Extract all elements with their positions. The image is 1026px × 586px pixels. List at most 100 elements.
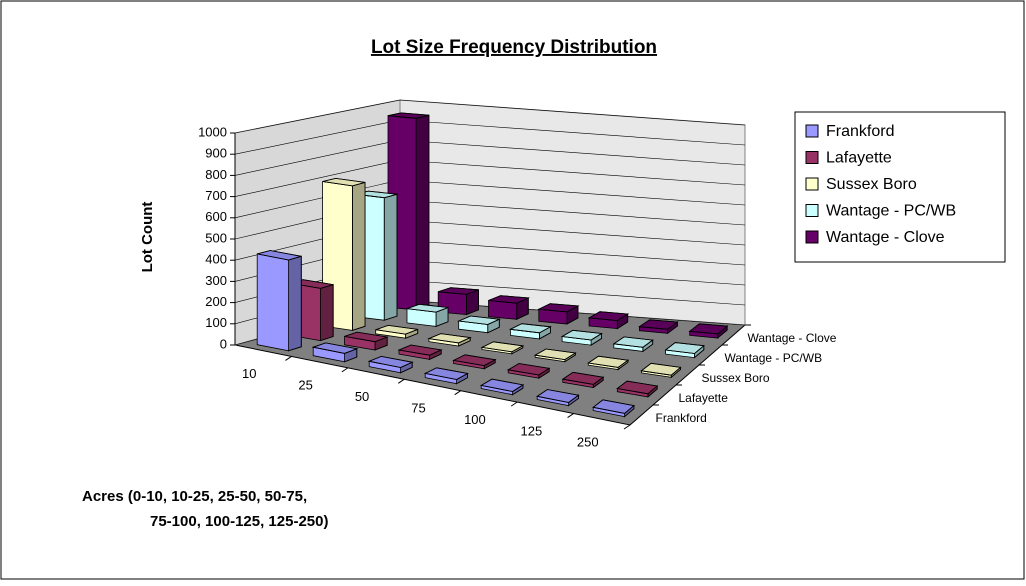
bar <box>509 323 552 340</box>
bar-side-shade <box>351 181 366 331</box>
bar <box>507 363 551 379</box>
bar-top-shade <box>534 348 577 361</box>
x-tick <box>567 413 574 418</box>
bar-top-shade <box>612 336 654 348</box>
bar <box>537 303 580 325</box>
z-tick-label: Frankford <box>656 411 707 425</box>
bar <box>452 354 497 370</box>
x-axis-label: 75-100, 100-125, 125-250) <box>150 513 328 530</box>
y-tick-label: 700 <box>205 188 227 203</box>
z-tick-label: Wantage - PC/WB <box>725 351 823 365</box>
bar <box>616 380 659 398</box>
bar-top-shade <box>375 324 418 335</box>
grid-line <box>234 99 746 134</box>
bar <box>612 336 654 353</box>
bar-top-shade <box>452 354 497 367</box>
chart-title: Lot Size Frequency Distribution <box>371 37 657 58</box>
x-tick <box>454 390 461 396</box>
y-tick-label: 0 <box>220 336 227 351</box>
legend-label: Lafayette <box>826 150 892 167</box>
bar-top-shade <box>664 342 705 354</box>
bar <box>587 311 629 330</box>
legend-label: Wantage - Clove <box>826 229 945 246</box>
bar-top-shade <box>322 177 366 187</box>
y-tick-label: 300 <box>205 273 227 288</box>
x-tick-label: 125 <box>521 423 543 438</box>
bar-top-shade <box>387 112 429 119</box>
bar-top-shade <box>397 344 443 356</box>
bar-top-shade <box>638 319 679 330</box>
x-tick <box>398 378 405 384</box>
bar <box>375 324 419 339</box>
bar <box>587 355 630 371</box>
bar-front <box>488 300 518 320</box>
bar-side-shade <box>288 255 302 352</box>
y-tick-label: 600 <box>205 209 227 224</box>
bar <box>592 399 635 418</box>
bar <box>561 371 605 389</box>
bar-top-shade <box>438 287 479 295</box>
bar-top-shade <box>257 250 302 261</box>
x-tick-label: 50 <box>355 389 369 404</box>
bar <box>406 303 449 327</box>
bar <box>534 348 577 363</box>
bar <box>488 295 530 320</box>
x-tick-label: 25 <box>298 378 312 393</box>
x-tick <box>341 367 349 373</box>
y-tick-label: 400 <box>205 252 227 267</box>
z-tick-label: Wantage - Clove <box>748 331 837 345</box>
legend-label: Sussex Boro <box>826 176 917 193</box>
bar-top-shade <box>406 303 449 313</box>
bar-top-shade <box>561 371 605 385</box>
x-tick <box>623 424 631 430</box>
x-tick-label: 75 <box>411 400 425 415</box>
bar-top-shade <box>616 380 659 395</box>
y-tick-label: 900 <box>205 146 227 161</box>
bar-top-shade <box>592 399 635 414</box>
z-tick-label: Lafayette <box>679 391 729 405</box>
bar <box>367 355 414 374</box>
bar-front <box>256 253 290 352</box>
bar <box>688 323 729 339</box>
legend-swatch <box>805 177 819 191</box>
bar <box>640 362 682 379</box>
bar-side-shade <box>320 284 334 342</box>
legend-box <box>794 111 1006 263</box>
x-tick-label: 10 <box>242 366 256 381</box>
bar-top-shade <box>488 295 530 304</box>
y-tick-label: 500 <box>205 230 227 245</box>
bar <box>480 341 525 355</box>
y-tick-label: 200 <box>205 294 227 309</box>
bar <box>344 331 389 351</box>
legend-label: Wantage - PC/WB <box>826 203 956 220</box>
bar-top-shade <box>507 363 551 376</box>
bar <box>423 367 469 385</box>
x-tick <box>510 401 518 407</box>
y-tick-label: 100 <box>205 315 227 330</box>
bar-top-shade <box>480 341 525 353</box>
bar <box>311 342 359 363</box>
bar <box>638 319 679 335</box>
bar <box>397 344 443 361</box>
x-axis-label: Acres (0-10, 10-25, 25-50, 50-75, <box>82 488 307 505</box>
x-tick-label: 250 <box>577 435 599 450</box>
legend-label: Frankford <box>826 123 894 140</box>
bar-top-shade <box>640 362 682 376</box>
bar-top-shade <box>688 323 729 335</box>
legend-swatch <box>805 124 819 138</box>
bar <box>427 333 472 347</box>
bar <box>560 329 603 346</box>
bar-top-shade <box>427 333 472 344</box>
y-tick-label: 800 <box>205 167 227 182</box>
y-axis-label: Lot Count <box>139 202 156 273</box>
bar <box>536 389 580 407</box>
bar-top-shade <box>423 367 469 380</box>
bar <box>664 342 705 359</box>
z-tick-label: Sussex Boro <box>702 371 770 385</box>
bar-top-shade <box>536 389 580 403</box>
bar-side-shade <box>415 114 430 311</box>
bar-top-shade <box>480 378 525 392</box>
bar-top-shade <box>457 315 501 325</box>
bar-top-shade <box>537 303 580 313</box>
